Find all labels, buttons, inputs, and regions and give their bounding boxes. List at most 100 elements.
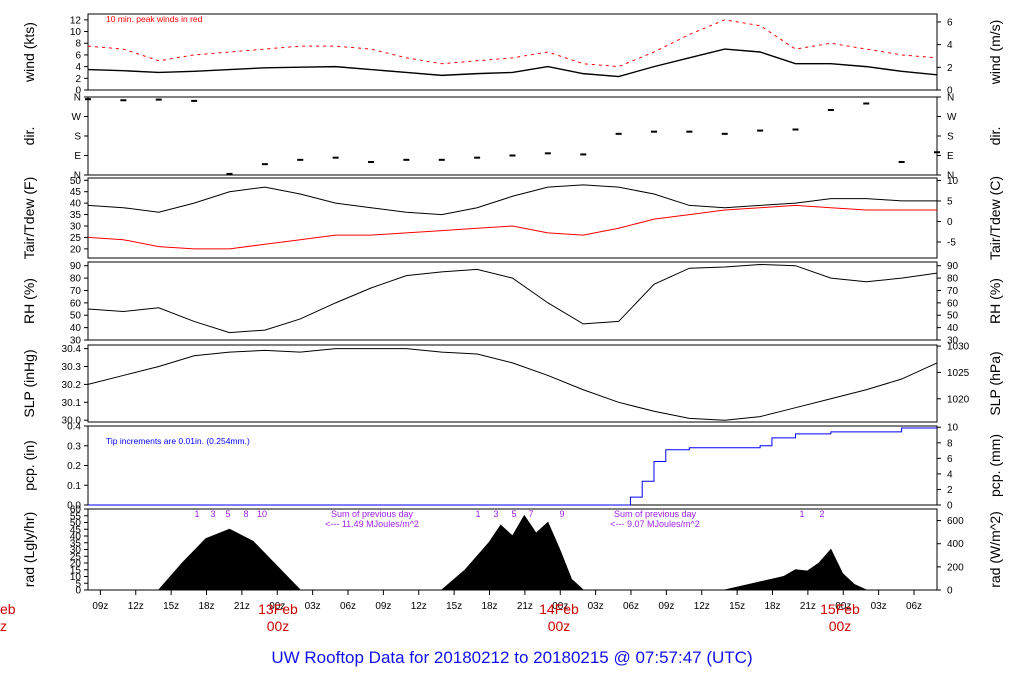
tick-label-left: 60: [70, 505, 82, 516]
time-axis: 09z 12z 15z 18z 21z 00z 03z 06z 09z 12z 15z 18z 21z 0…: [0, 590, 922, 634]
y-axis-label-left: pcp. (in): [21, 440, 37, 491]
tick-label-right: 60: [947, 298, 959, 309]
tick-label-left: 90: [70, 261, 82, 272]
tick-label-right: 5: [947, 196, 953, 207]
tick-label-right: 30: [947, 336, 959, 347]
tick-label-left: 30: [70, 336, 82, 347]
tick-label-left: 0.0: [67, 501, 81, 512]
tick-label-right: 80: [947, 274, 959, 285]
tick-label-left: 0: [75, 86, 81, 97]
dir-point: [474, 156, 481, 159]
time-tick-label: 15z: [729, 601, 745, 612]
dir-point: [438, 158, 445, 161]
rad-hour-mark: 1: [194, 509, 199, 519]
time-tick-label: 12z: [411, 601, 427, 612]
dir-point: [898, 161, 905, 163]
rad-hour-mark: 1: [799, 509, 804, 519]
rad-hour-mark: 3: [493, 509, 498, 519]
tick-label-left: 0: [75, 586, 81, 597]
tick-label-left: 15: [70, 565, 82, 576]
tick-label-left: 40: [70, 199, 82, 210]
panel-rad: rad (Lgly/hr) rad (W/m^2)0510152025303540…: [21, 505, 1003, 597]
tick-label-right: 50: [947, 311, 959, 322]
tick-label-left: 20: [70, 244, 82, 255]
tick-label-left: 60: [70, 298, 82, 309]
tick-label-left: 50: [70, 176, 82, 187]
tick-label-right: 200: [947, 562, 964, 573]
y-axis-label-right: wind (m/s): [987, 20, 1003, 86]
tick-label-left: 40: [70, 323, 82, 334]
time-tick-label: 00z: [552, 601, 568, 612]
tick-label-left: 30.2: [62, 380, 82, 391]
dir-point: [155, 98, 162, 101]
day-label-time: 00z: [267, 618, 290, 634]
temp-series-line: [87, 184, 937, 216]
time-tick-label: 18z: [198, 601, 214, 612]
tick-label-right: 6: [947, 17, 953, 28]
time-tick-label: 03z: [871, 601, 887, 612]
tick-label-right: 70: [947, 286, 959, 297]
y-axis-label-left: SLP (inHg): [21, 349, 37, 417]
tick-label-left: 45: [70, 187, 82, 198]
dir-point: [368, 161, 374, 163]
wind-series-line: [87, 48, 938, 78]
tick-label-right: 600: [947, 516, 964, 527]
rad-annotation: <--- 11.49 MJoules/m^2: [325, 519, 419, 529]
dir-point: [792, 128, 799, 131]
tick-label-left: 0.2: [67, 461, 81, 472]
panel-frame: [87, 96, 938, 176]
y-axis-label-left: dir.: [21, 127, 37, 146]
dir-point: [191, 99, 198, 102]
tick-label-left: 55: [70, 511, 82, 522]
tick-label-right: S: [947, 132, 954, 143]
tick-label-left: 30.3: [62, 362, 82, 373]
time-tick-label: 09z: [92, 601, 108, 612]
time-tick-label: 06z: [340, 601, 356, 612]
tick-label-right: -5: [947, 238, 956, 249]
rad-hour-mark: 3: [210, 509, 215, 519]
dir-point: [934, 151, 940, 154]
time-tick-label: 09z: [375, 601, 391, 612]
tick-label-left: 0.3: [67, 441, 81, 452]
rad-hour-mark: 2: [819, 509, 824, 519]
y-axis-label-right: dir.: [987, 127, 1003, 146]
y-axis-label-left: Tair/Tdew (F): [21, 177, 37, 259]
tick-label-left: 30.4: [62, 344, 82, 355]
rad-hour-mark: 5: [225, 509, 230, 519]
rad-annotation: Sum of previous day: [614, 509, 697, 519]
tick-label-left: 40: [70, 532, 82, 543]
tick-label-right: 6: [947, 454, 953, 465]
day-label-clipped-date: eb: [0, 601, 16, 617]
tick-label-left: 25: [70, 233, 82, 244]
rad-hour-mark: 1: [475, 509, 480, 519]
tick-label-left: 10: [70, 572, 82, 583]
tick-label-left: 0.4: [67, 422, 81, 433]
y-axis-label-right: RH (%): [987, 278, 1003, 324]
time-tick-label: 00z: [269, 601, 285, 612]
tick-label-right: 4: [947, 469, 953, 480]
tick-label-left: 10: [70, 27, 82, 38]
tick-label-left: 25: [70, 552, 82, 563]
tick-label-left: 5: [75, 579, 81, 590]
tick-label-left: 20: [70, 559, 82, 570]
tick-label-right: 400: [947, 539, 964, 550]
time-tick-label: 21z: [800, 601, 816, 612]
time-tick-label: 09z: [658, 601, 674, 612]
panel-frame: [87, 13, 938, 91]
rad-area: [724, 548, 867, 591]
rad-annotation: Sum of previous day: [331, 509, 414, 519]
tick-label-right: 10: [947, 423, 959, 434]
tick-label-left: S: [74, 132, 81, 143]
rad-area: [157, 528, 302, 591]
wind-annotation: 10 min. peak winds in red: [106, 14, 203, 24]
tick-label-left: 70: [70, 286, 82, 297]
wind-series-line: [87, 19, 938, 68]
time-tick-label: 18z: [481, 601, 497, 612]
dir-point: [332, 156, 339, 159]
tick-label-left: 35: [70, 210, 82, 221]
tick-label-left: 30.0: [62, 416, 82, 427]
tick-label-right: E: [947, 151, 954, 162]
